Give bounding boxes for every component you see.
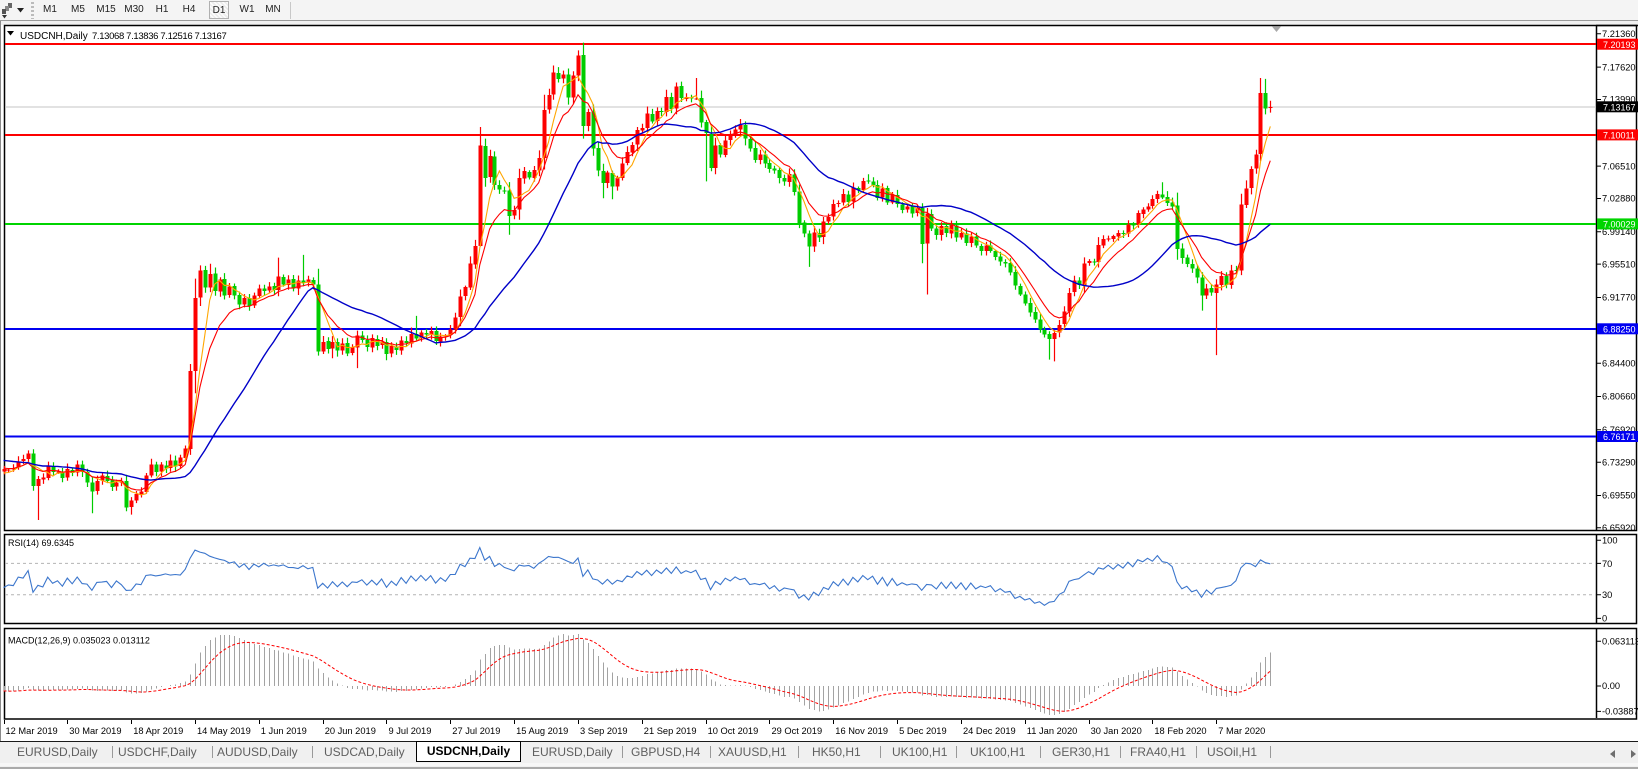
svg-text:6.65920: 6.65920 [1602, 523, 1636, 533]
svg-text:6.69550: 6.69550 [1602, 491, 1636, 501]
svg-text:21 Sep 2019: 21 Sep 2019 [644, 726, 697, 736]
svg-text:6.95510: 6.95510 [1602, 259, 1636, 269]
svg-text:6.88250: 6.88250 [1603, 324, 1636, 334]
svg-text:16 Nov 2019: 16 Nov 2019 [835, 726, 888, 736]
svg-text:7.13068 7.13836 7.12516 7.1316: 7.13068 7.13836 7.12516 7.13167 [92, 31, 226, 42]
svg-text:RSI(14) 69.6345: RSI(14) 69.6345 [8, 538, 74, 548]
svg-text:14 May 2019: 14 May 2019 [197, 726, 251, 736]
svg-text:6.76171: 6.76171 [1603, 432, 1636, 442]
svg-text:7.10011: 7.10011 [1603, 131, 1635, 141]
svg-text:20 Jun 2019: 20 Jun 2019 [325, 726, 376, 736]
svg-text:7.21360: 7.21360 [1602, 29, 1636, 39]
svg-text:6.80660: 6.80660 [1602, 392, 1636, 402]
svg-text:6.99140: 6.99140 [1602, 227, 1636, 237]
svg-text:0: 0 [1602, 614, 1607, 624]
svg-text:USDCNH,Daily: USDCNH,Daily [20, 31, 88, 42]
svg-text:6.76920: 6.76920 [1602, 425, 1636, 435]
svg-text:24 Dec 2019: 24 Dec 2019 [963, 726, 1016, 736]
svg-text:30 Mar 2019: 30 Mar 2019 [69, 726, 121, 736]
svg-text:7.13167: 7.13167 [1603, 102, 1636, 112]
svg-text:3 Sep 2019: 3 Sep 2019 [580, 726, 628, 736]
svg-text:10 Oct 2019: 10 Oct 2019 [708, 726, 759, 736]
svg-text:7 Mar 2020: 7 Mar 2020 [1218, 726, 1265, 736]
svg-text:15 Aug 2019: 15 Aug 2019 [516, 726, 568, 736]
svg-text:29 Oct 2019: 29 Oct 2019 [772, 726, 823, 736]
svg-text:7.06510: 7.06510 [1602, 161, 1636, 171]
svg-text:30: 30 [1602, 590, 1612, 600]
svg-text:-0.038872: -0.038872 [1602, 707, 1638, 717]
svg-text:7.02880: 7.02880 [1602, 194, 1636, 204]
svg-text:7.00029: 7.00029 [1603, 220, 1636, 230]
svg-text:30 Jan 2020: 30 Jan 2020 [1091, 726, 1142, 736]
svg-text:6.73290: 6.73290 [1602, 457, 1636, 467]
svg-text:70: 70 [1602, 559, 1612, 569]
svg-text:1 Jun 2019: 1 Jun 2019 [261, 726, 307, 736]
svg-text:0.063113: 0.063113 [1602, 637, 1638, 647]
svg-text:6.91770: 6.91770 [1602, 293, 1636, 303]
svg-text:6.84400: 6.84400 [1602, 358, 1636, 368]
svg-text:100: 100 [1602, 536, 1618, 546]
svg-text:MACD(12,26,9) 0.035023 0.01311: MACD(12,26,9) 0.035023 0.013112 [8, 636, 150, 646]
svg-text:18 Apr 2019: 18 Apr 2019 [133, 726, 183, 736]
svg-text:18 Feb 2020: 18 Feb 2020 [1154, 726, 1206, 736]
svg-text:7.13990: 7.13990 [1602, 95, 1636, 105]
svg-text:11 Jan 2020: 11 Jan 2020 [1027, 726, 1078, 736]
svg-text:5 Dec 2019: 5 Dec 2019 [899, 726, 947, 736]
svg-text:7.17620: 7.17620 [1602, 62, 1636, 72]
svg-text:27 Jul 2019: 27 Jul 2019 [452, 726, 500, 736]
svg-text:0.00: 0.00 [1602, 681, 1620, 691]
svg-text:12 Mar 2019: 12 Mar 2019 [6, 726, 58, 736]
svg-text:9 Jul 2019: 9 Jul 2019 [389, 726, 432, 736]
svg-text:7.20193: 7.20193 [1603, 40, 1636, 50]
